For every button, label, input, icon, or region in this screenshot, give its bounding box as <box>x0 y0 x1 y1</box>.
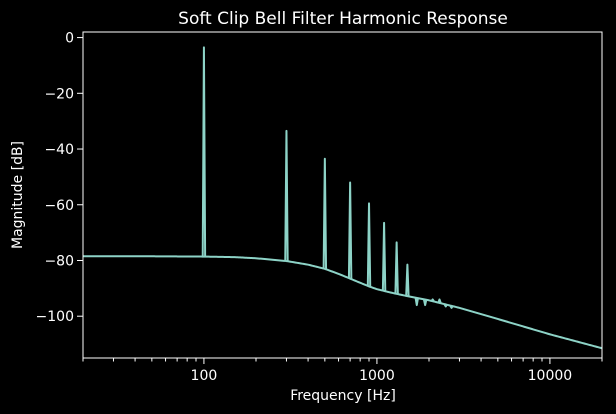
harmonic-peak <box>437 298 442 304</box>
harmonic-peak <box>201 46 207 257</box>
harmonic-peak <box>322 157 328 269</box>
chart-title: Soft Clip Bell Filter Harmonic Response <box>178 9 508 29</box>
axes-frame <box>82 31 603 359</box>
y-tick-label: −100 <box>36 309 74 325</box>
harmonic-peak <box>284 129 289 262</box>
y-tick-label: 0 <box>65 31 74 47</box>
y-tick-label: −60 <box>44 198 74 214</box>
harmonic-peak <box>443 303 448 308</box>
noise-floor-line <box>83 255 603 350</box>
harmonic-peak <box>414 297 419 307</box>
harmonic-peak <box>381 221 387 291</box>
harmonic-peak <box>347 181 353 279</box>
harmonic-peak <box>394 241 399 294</box>
harmonic-peak <box>405 263 410 297</box>
y-tick-label: −40 <box>44 142 74 158</box>
y-tick-label: −20 <box>44 86 74 102</box>
axis-ticks: 100 1000 10000 0 −20 −40 −60 −80 −100 <box>36 31 603 384</box>
x-axis-label: Frequency [Hz] <box>290 388 396 404</box>
x-tick-label: 100 <box>191 368 218 384</box>
y-axis-label: Magnitude [dB] <box>10 141 26 249</box>
y-tick-label: −80 <box>44 253 74 269</box>
harmonic-peak <box>449 305 454 309</box>
x-tick-label: 1000 <box>359 368 395 384</box>
harmonic-peak <box>422 299 428 307</box>
plot-area <box>83 46 603 350</box>
x-tick-label: 10000 <box>528 368 573 384</box>
harmonic-peak <box>366 202 372 287</box>
harmonic-peak <box>430 298 435 302</box>
